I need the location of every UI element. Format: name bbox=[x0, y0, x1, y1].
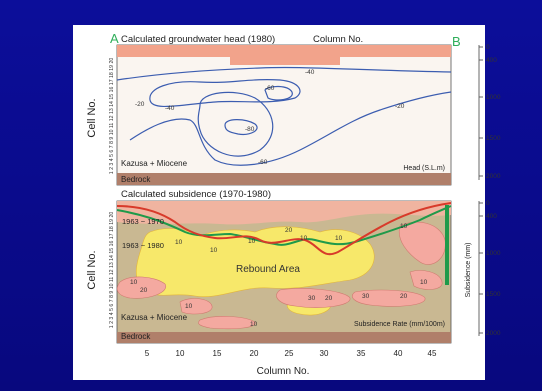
contour-label: -80 bbox=[245, 126, 255, 133]
head-contours bbox=[116, 66, 452, 166]
bottom-title: Calculated subsidence (1970-1980) bbox=[121, 189, 271, 200]
subsidence-axis-label: Subsidence (mm) bbox=[465, 243, 472, 298]
top-surface-strip bbox=[117, 45, 451, 65]
contour-label: 10 bbox=[185, 303, 193, 310]
contour-label: -60 bbox=[258, 159, 268, 166]
x-axis-label: Column No. bbox=[257, 366, 310, 377]
bottom-surface-zone bbox=[117, 201, 451, 225]
contour-label: 10 bbox=[300, 235, 308, 242]
x-tick: 5 bbox=[145, 349, 150, 358]
depth-tick: 0 bbox=[486, 200, 490, 207]
subsidence-line-1963-1970 bbox=[116, 205, 452, 246]
top-depth-scale: 0 400 1000 1500 2000 bbox=[478, 44, 501, 180]
top-title: Calculated groundwater head (1980) bbox=[121, 34, 275, 45]
bottom-bedrock-label: Bedrock bbox=[121, 332, 151, 341]
contour-label: 20 bbox=[325, 295, 333, 302]
x-axis-ticks: 5 10 15 20 25 30 35 40 45 bbox=[145, 349, 437, 358]
top-formation-label: Kazusa + Miocene bbox=[121, 159, 188, 168]
contour-label: -60 bbox=[265, 85, 275, 92]
subsidence-contour-labels: 10 10 10 20 10 10 10 10 20 10 30 20 30 2… bbox=[130, 223, 428, 328]
bottom-depth-scale: 0 400 1000 1500 2000 bbox=[478, 200, 501, 337]
depth-tick: 1500 bbox=[486, 135, 501, 142]
top-cell-ticks: 1 2 3 4 5 6 7 8 9 10 11 12 13 14 15 16 1… bbox=[109, 58, 115, 175]
head-contour-labels: -40 -60 -20 -40 -80 -60 -20 bbox=[135, 69, 405, 166]
year-label-1970: 1963 ~ 1970 bbox=[122, 217, 164, 226]
contour-label: 20 bbox=[400, 293, 408, 300]
depth-tick: 400 bbox=[486, 213, 497, 220]
contour-label: 10 bbox=[400, 223, 408, 230]
subsidence-patches bbox=[117, 221, 446, 330]
bottom-cell-axis-label: Cell No. bbox=[86, 250, 98, 289]
contour-label: 20 bbox=[285, 227, 293, 234]
contour-label: 10 bbox=[130, 279, 138, 286]
depth-tick: 0 bbox=[486, 44, 490, 51]
year-label-1980: 1963 ~ 1980 bbox=[122, 241, 164, 250]
right-edge-bar bbox=[445, 205, 449, 285]
contour-label: 20 bbox=[140, 287, 148, 294]
contour-label: 10 bbox=[335, 235, 343, 242]
depth-tick: 1000 bbox=[486, 250, 501, 257]
contour-label: 10 bbox=[210, 247, 218, 254]
contour-label: 30 bbox=[362, 293, 370, 300]
top-plot-area bbox=[116, 44, 452, 186]
x-tick: 45 bbox=[428, 349, 437, 358]
x-tick: 20 bbox=[250, 349, 259, 358]
rebound-area-label: Rebound Area bbox=[236, 264, 300, 275]
contour-label: -40 bbox=[305, 69, 315, 76]
bottom-legend-note: Subsidence Rate (mm/100m) bbox=[354, 321, 445, 328]
x-tick: 30 bbox=[320, 349, 329, 358]
contour-label: 10 bbox=[175, 239, 183, 246]
contour-label: 10 bbox=[248, 238, 256, 245]
depth-tick: 2000 bbox=[486, 173, 501, 180]
depth-tick: 1500 bbox=[486, 291, 501, 298]
top-bedrock-strip bbox=[117, 173, 451, 185]
top-bedrock-label: Bedrock bbox=[121, 175, 151, 184]
top-column-header: Column No. bbox=[313, 34, 363, 45]
contour-label: -20 bbox=[135, 101, 145, 108]
contour-label: 10 bbox=[250, 321, 258, 328]
corner-label-b: B bbox=[452, 34, 461, 49]
x-tick: 10 bbox=[176, 349, 185, 358]
x-tick: 35 bbox=[357, 349, 366, 358]
contour-label: -40 bbox=[165, 105, 175, 112]
bottom-formation-label: Kazusa + Miocene bbox=[121, 313, 188, 322]
x-tick: 15 bbox=[213, 349, 222, 358]
corner-label-a: A bbox=[110, 31, 119, 46]
bottom-bedrock-strip bbox=[117, 332, 451, 343]
bottom-cell-ticks: 1 2 3 4 5 6 7 8 9 10 11 12 13 14 15 16 1… bbox=[109, 212, 115, 329]
subsidence-line-1963-1980 bbox=[116, 202, 452, 256]
top-legend-note: Head (S.L.m) bbox=[403, 165, 445, 172]
x-tick: 40 bbox=[394, 349, 403, 358]
x-tick: 25 bbox=[285, 349, 294, 358]
depth-tick: 2000 bbox=[486, 330, 501, 337]
top-cell-axis-label: Cell No. bbox=[86, 98, 98, 137]
depth-tick: 400 bbox=[486, 57, 497, 64]
depth-tick: 1000 bbox=[486, 94, 501, 101]
contour-label: 10 bbox=[420, 279, 428, 286]
contour-label: -20 bbox=[395, 103, 405, 110]
contour-label: 30 bbox=[308, 295, 316, 302]
